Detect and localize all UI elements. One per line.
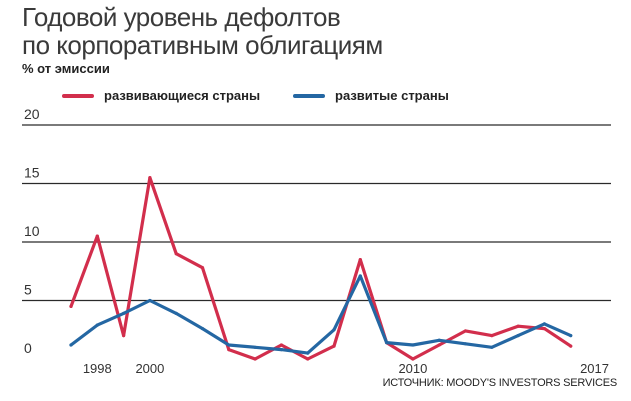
data-point-developed-2000	[148, 298, 152, 303]
data-point-emerging-2015	[542, 326, 547, 331]
x-tick-label-2010: 2010	[398, 361, 427, 376]
data-point-emerging-2007	[332, 344, 336, 348]
data-point-emerging-2010	[411, 357, 415, 361]
chart-title-line-1: Годовой уровень дефолтов	[22, 2, 341, 32]
data-point-developed-1997	[69, 343, 73, 347]
data-point-emerging-2012	[463, 329, 468, 333]
chart-subtitle: % от эмиссии	[22, 61, 110, 76]
data-point-emerging-2003	[227, 348, 231, 352]
data-point-developed-2001	[174, 311, 178, 315]
data-point-developed-2003	[227, 343, 231, 347]
data-point-developed-1998	[95, 323, 99, 327]
legend-label-developed: развитые страны	[335, 88, 449, 103]
y-tick-label-5: 5	[24, 282, 32, 298]
data-point-emerging-2001	[174, 252, 178, 256]
chart-title-line-2: по корпоративным облигациям	[22, 30, 383, 60]
data-point-developed-2015	[542, 322, 547, 326]
y-tick-label-15: 15	[24, 165, 40, 181]
data-point-developed-2016	[569, 334, 573, 338]
data-point-developed-2009	[385, 341, 389, 345]
data-point-developed-2011	[437, 338, 441, 342]
x-tick-label-2017: 2017	[580, 361, 609, 376]
series-line-developed	[69, 274, 573, 355]
data-point-emerging-2008	[358, 257, 362, 262]
data-point-developed-2008	[358, 274, 362, 278]
legend-label-emerging: развивающиеся страны	[104, 88, 261, 103]
data-point-emerging-2013	[490, 334, 494, 338]
legend-item-emerging: развивающиеся страны	[62, 88, 260, 103]
data-point-developed-2002	[200, 326, 205, 331]
series-line-emerging	[69, 176, 573, 361]
data-point-developed-2014	[516, 334, 520, 338]
data-point-developed-2007	[332, 328, 336, 332]
data-point-emerging-1999	[122, 334, 126, 338]
data-point-emerging-2002	[200, 266, 205, 270]
data-point-emerging-1997	[69, 304, 73, 308]
legend-swatch-developed	[293, 93, 325, 98]
data-point-developed-2010	[411, 343, 415, 347]
x-tick-label-2000: 2000	[135, 361, 164, 376]
data-point-emerging-2005	[279, 343, 283, 347]
y-tick-label-10: 10	[24, 223, 40, 239]
chart-title: Годовой уровень дефолтов по корпоративны…	[22, 3, 383, 59]
data-point-emerging-2004	[253, 357, 257, 361]
legend-swatch-emerging	[62, 93, 94, 98]
data-point-emerging-2006	[306, 357, 310, 361]
x-tick-label-1998: 1998	[83, 361, 112, 376]
y-tick-label-0: 0	[24, 340, 32, 356]
data-point-developed-2005	[279, 348, 283, 352]
source-note: ИСТОЧНИК: MOODY'S INVESTORS SERVICES	[382, 377, 618, 389]
data-point-developed-2012	[463, 342, 468, 346]
data-point-developed-2004	[253, 345, 257, 349]
data-point-developed-2006	[306, 351, 310, 355]
data-point-developed-1999	[122, 311, 126, 315]
data-point-emerging-2016	[569, 344, 573, 348]
data-point-emerging-2000	[148, 176, 152, 180]
legend-item-developed: развитые страны	[293, 88, 449, 103]
data-point-emerging-2014	[516, 324, 520, 328]
data-point-emerging-2011	[437, 343, 441, 347]
y-tick-label-20: 20	[24, 106, 40, 122]
data-point-emerging-1998	[95, 234, 99, 238]
data-point-developed-2013	[490, 345, 494, 349]
